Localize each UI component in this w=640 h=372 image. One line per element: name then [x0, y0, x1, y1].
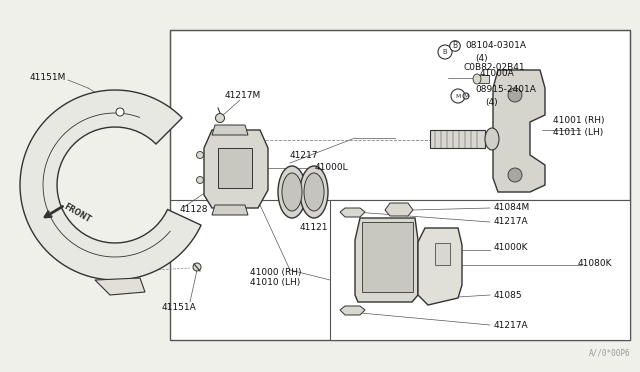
Text: 41217M: 41217M — [225, 90, 261, 99]
Text: B: B — [452, 42, 458, 51]
Text: 41000A: 41000A — [480, 68, 515, 77]
Circle shape — [508, 168, 522, 182]
Text: 08104-0301A: 08104-0301A — [465, 42, 526, 51]
Circle shape — [193, 263, 201, 271]
Ellipse shape — [485, 128, 499, 150]
Text: 41084M: 41084M — [494, 202, 531, 212]
Text: (4): (4) — [485, 97, 498, 106]
Circle shape — [196, 151, 204, 158]
Polygon shape — [212, 125, 248, 135]
Circle shape — [116, 108, 124, 116]
Text: 41217: 41217 — [290, 151, 319, 160]
Text: 41217A: 41217A — [494, 321, 529, 330]
Circle shape — [508, 88, 522, 102]
Text: M: M — [455, 93, 461, 99]
Polygon shape — [340, 306, 365, 315]
Bar — [430, 130, 485, 148]
Text: 41080K: 41080K — [578, 260, 612, 269]
Text: (4): (4) — [475, 54, 488, 62]
Bar — [170, 30, 630, 340]
Text: 41121: 41121 — [300, 224, 328, 232]
Text: 41000 (RH): 41000 (RH) — [250, 267, 301, 276]
Polygon shape — [385, 203, 413, 216]
Text: 41000L: 41000L — [315, 164, 349, 173]
Text: 41001 (RH): 41001 (RH) — [553, 115, 605, 125]
Bar — [170, 30, 630, 200]
Text: FRONT: FRONT — [62, 202, 92, 224]
Polygon shape — [95, 278, 145, 295]
Ellipse shape — [282, 173, 302, 211]
Polygon shape — [204, 130, 268, 208]
Circle shape — [216, 113, 225, 122]
Text: 41151A: 41151A — [162, 302, 196, 311]
Text: 41128: 41128 — [180, 205, 209, 215]
Polygon shape — [362, 222, 413, 292]
Ellipse shape — [473, 74, 481, 84]
Text: A//0*00P6: A//0*00P6 — [588, 349, 630, 358]
Polygon shape — [20, 90, 201, 280]
Polygon shape — [355, 218, 418, 302]
Text: 08915-2401A: 08915-2401A — [475, 86, 536, 94]
Text: 41151M: 41151M — [30, 74, 67, 83]
Bar — [435, 243, 450, 265]
Bar — [330, 200, 630, 340]
Circle shape — [451, 89, 465, 103]
Polygon shape — [493, 70, 545, 192]
Text: 41011 (LH): 41011 (LH) — [553, 128, 604, 137]
Ellipse shape — [278, 166, 306, 218]
Polygon shape — [418, 228, 462, 305]
Text: M: M — [463, 93, 468, 99]
Text: B: B — [443, 49, 447, 55]
Ellipse shape — [300, 166, 328, 218]
Text: C0B82-02B41: C0B82-02B41 — [463, 64, 525, 73]
Text: 41217A: 41217A — [494, 218, 529, 227]
Polygon shape — [340, 208, 365, 217]
Text: 41000K: 41000K — [494, 244, 529, 253]
Text: 41085: 41085 — [494, 291, 523, 299]
Circle shape — [438, 45, 452, 59]
Text: 41010 (LH): 41010 (LH) — [250, 279, 300, 288]
Bar — [477, 75, 489, 83]
Ellipse shape — [304, 173, 324, 211]
Polygon shape — [218, 148, 252, 188]
Polygon shape — [212, 205, 248, 215]
Circle shape — [196, 176, 204, 183]
